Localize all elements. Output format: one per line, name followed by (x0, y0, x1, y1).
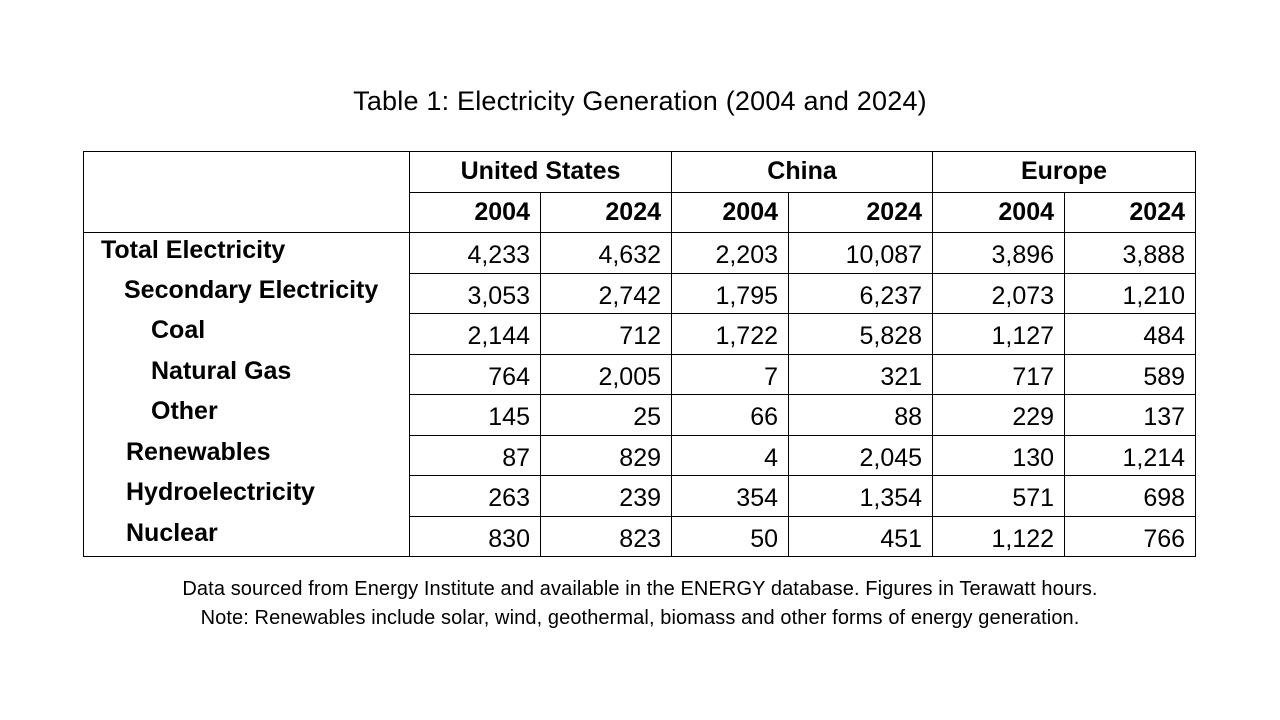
table-cell: 484 (1064, 313, 1197, 355)
year-header: 2004 (409, 191, 541, 233)
row-label: Coal (83, 313, 410, 354)
table-row: Secondary Electricity 3,053 2,742 1,795 … (83, 272, 1197, 314)
table-cell: 263 (409, 475, 541, 517)
table-row: Renewables 87 829 4 2,045 130 1,214 (83, 434, 1197, 476)
table-row: Nuclear 830 823 50 451 1,122 766 (83, 515, 1197, 557)
table-cell: 6,237 (788, 272, 934, 314)
table-cell: 7 (671, 353, 790, 395)
table-cell: 829 (539, 434, 673, 476)
table-cell: 764 (409, 353, 541, 395)
table-row: Natural Gas 764 2,005 7 321 717 589 (83, 353, 1197, 395)
table-cell: 1,214 (1064, 434, 1197, 476)
table-cell: 2,203 (671, 232, 790, 274)
table-cell: 66 (671, 394, 790, 436)
year-header: 2024 (539, 191, 673, 233)
year-header-row: 2004 2024 2004 2024 2004 2024 (83, 191, 1197, 233)
table-row: Total Electricity 4,233 4,632 2,203 10,0… (83, 232, 1197, 274)
table-cell: 698 (1064, 475, 1197, 517)
row-label: Nuclear (83, 516, 410, 557)
table-cell: 2,073 (932, 272, 1066, 314)
year-header: 2024 (788, 191, 934, 233)
table-cell: 25 (539, 394, 673, 436)
table-title: Table 1: Electricity Generation (2004 an… (353, 86, 927, 116)
table-cell: 1,122 (932, 515, 1066, 557)
table-row: Coal 2,144 712 1,722 5,828 1,127 484 (83, 313, 1197, 355)
region-header-united-states: United States (408, 151, 673, 193)
corner-cell-lower (83, 192, 410, 233)
row-label: Renewables (83, 435, 410, 476)
table-cell: 4,233 (409, 232, 541, 274)
table-cell: 823 (539, 515, 673, 557)
table-cell: 2,045 (788, 434, 934, 476)
electricity-table: United States China Europe 2004 2024 200… (83, 151, 1197, 557)
table-cell: 4,632 (539, 232, 673, 274)
source-note: Data sourced from Energy Institute and a… (182, 578, 1098, 600)
table-cell: 5,828 (788, 313, 934, 355)
table-cell: 1,722 (671, 313, 790, 355)
table-cell: 2,742 (539, 272, 673, 314)
table-cell: 10,087 (788, 232, 934, 274)
table-cell: 137 (1064, 394, 1197, 436)
table-cell: 712 (539, 313, 673, 355)
table-cell: 3,896 (932, 232, 1066, 274)
region-header-china: China (671, 151, 934, 193)
table-cell: 1,354 (788, 475, 934, 517)
table-cell: 451 (788, 515, 934, 557)
year-header: 2004 (932, 191, 1066, 233)
table-cell: 2,144 (409, 313, 541, 355)
table-cell: 229 (932, 394, 1066, 436)
row-label: Hydroelectricity (83, 475, 410, 516)
table-cell: 571 (932, 475, 1066, 517)
table-row: Other 145 25 66 88 229 137 (83, 394, 1197, 436)
region-header-row: United States China Europe (83, 151, 1197, 193)
renewables-note: Note: Renewables include solar, wind, ge… (200, 607, 1080, 629)
table-cell: 87 (409, 434, 541, 476)
table-cell: 50 (671, 515, 790, 557)
row-label: Secondary Electricity (83, 273, 410, 314)
table-cell: 88 (788, 394, 934, 436)
table-cell: 589 (1064, 353, 1197, 395)
table-cell: 2,005 (539, 353, 673, 395)
year-header: 2024 (1064, 191, 1197, 233)
table-cell: 130 (932, 434, 1066, 476)
row-label: Natural Gas (83, 354, 410, 395)
table-cell: 1,795 (671, 272, 790, 314)
table-cell: 766 (1064, 515, 1197, 557)
table-cell: 4 (671, 434, 790, 476)
table-cell: 3,888 (1064, 232, 1197, 274)
table-cell: 321 (788, 353, 934, 395)
table-cell: 239 (539, 475, 673, 517)
table-cell: 354 (671, 475, 790, 517)
table-cell: 717 (932, 353, 1066, 395)
corner-cell (83, 151, 410, 192)
row-label: Other (83, 394, 410, 435)
year-header: 2004 (671, 191, 790, 233)
region-header-europe: Europe (932, 151, 1197, 193)
row-label: Total Electricity (83, 232, 410, 273)
table-cell: 1,210 (1064, 272, 1197, 314)
table-cell: 145 (409, 394, 541, 436)
table-cell: 3,053 (409, 272, 541, 314)
table-row: Hydroelectricity 263 239 354 1,354 571 6… (83, 475, 1197, 517)
table-cell: 1,127 (932, 313, 1066, 355)
table-cell: 830 (409, 515, 541, 557)
